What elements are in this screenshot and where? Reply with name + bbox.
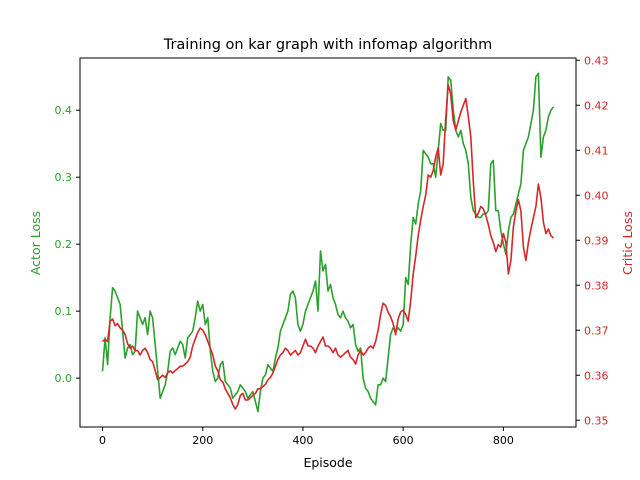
ticks-layer: 0 200 400 600 800 0.0 0.1 0.2 0.3 0.4 0.35 0.36 0.37…	[55, 54, 609, 447]
right-y-tick-label: 0.38	[584, 279, 609, 292]
x-tick-label: 400	[292, 434, 313, 447]
left-y-tick-label: 0.3	[55, 171, 73, 184]
right-y-tick-label: 0.39	[584, 234, 609, 247]
left-y-tick-label: 0.4	[55, 104, 73, 117]
right-y-tick-label: 0.40	[584, 189, 609, 202]
right-y-tick-label: 0.37	[584, 324, 609, 337]
left-y-tick-label: 0.2	[55, 238, 73, 251]
x-tick-label: 800	[493, 434, 514, 447]
series-layer	[101, 72, 555, 413]
left-y-tick-label: 0.0	[55, 372, 73, 385]
right-y-tick-label: 0.43	[584, 54, 609, 67]
actor-loss-line	[101, 72, 555, 413]
right-y-tick-label: 0.36	[584, 369, 609, 382]
right-y-tick-label: 0.35	[584, 414, 609, 427]
x-axis-label: Episode	[303, 455, 352, 470]
critic-loss-line	[101, 84, 555, 410]
left-y-tick-label: 0.1	[55, 305, 73, 318]
x-tick-label: 600	[393, 434, 414, 447]
x-tick-label: 0	[99, 434, 106, 447]
chart-title: Training on kar graph with infomap algor…	[163, 37, 493, 53]
right-y-axis-label: Critic Loss	[620, 211, 635, 275]
right-y-tick-label: 0.42	[584, 99, 609, 112]
right-y-tick-label: 0.41	[584, 144, 609, 157]
x-tick-label: 200	[192, 434, 213, 447]
left-y-axis-label: Actor Loss	[28, 211, 43, 275]
plot-area-frame	[79, 57, 577, 428]
